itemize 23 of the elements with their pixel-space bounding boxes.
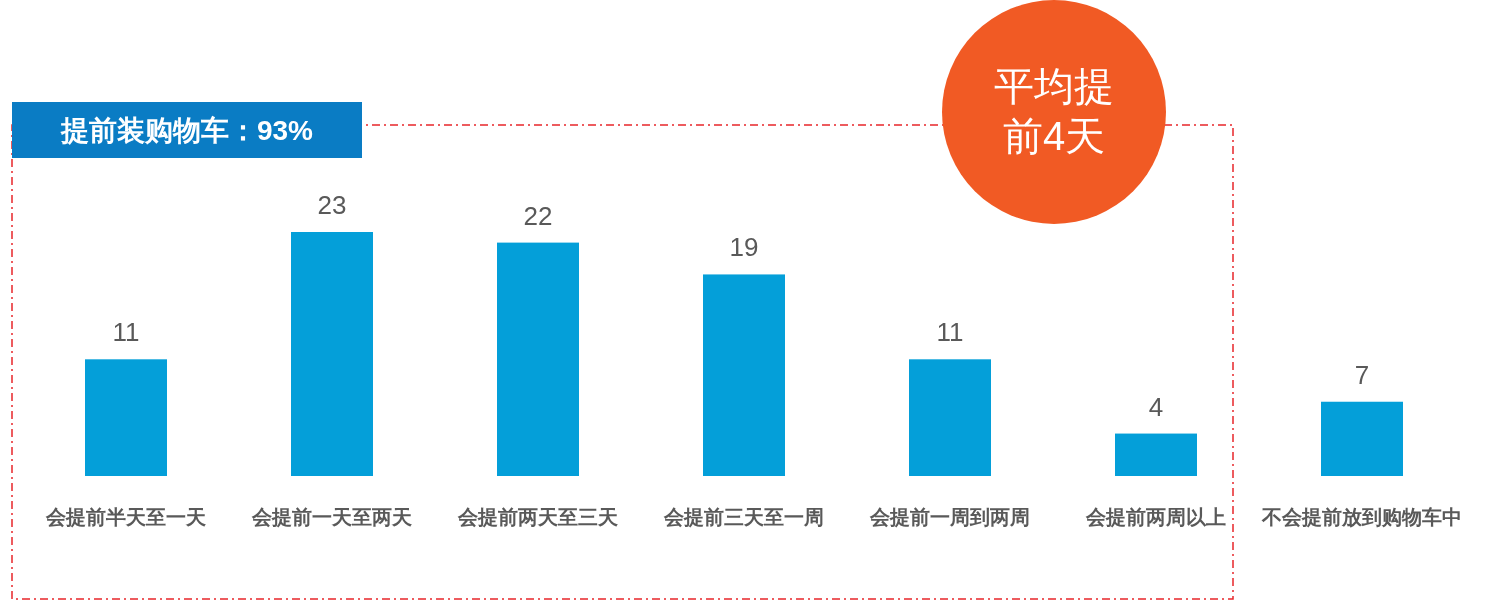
bar (291, 232, 373, 476)
x-tick-label: 会提前一周到两周 (869, 506, 1030, 528)
bar (703, 274, 785, 476)
data-label: 19 (729, 232, 759, 263)
text: 提前装购物车：93% (59, 115, 314, 146)
text: 平均提前4天 (994, 64, 1114, 158)
data-label: 4 (1148, 391, 1164, 422)
x-tick-label: 不会提前放到购物车中 (1261, 506, 1462, 528)
x-tick-label: 会提前两天至三天 (457, 506, 618, 528)
bar (909, 359, 991, 476)
x-tick-label: 会提前半天至一天 (45, 506, 206, 528)
data-label: 11 (936, 317, 964, 348)
x-tick-label: 会提前两周以上 (1085, 506, 1226, 528)
bar (497, 242, 579, 476)
data-label: 7 (1354, 359, 1370, 390)
bar (85, 359, 167, 476)
data-label: 23 (317, 190, 347, 220)
bar (1115, 433, 1197, 476)
data-label: 22 (523, 200, 553, 231)
data-label: 11 (112, 317, 140, 348)
x-tick-label: 会提前一天至两天 (251, 506, 412, 528)
bar (1321, 401, 1403, 476)
x-tick-label: 会提前三天至一周 (663, 506, 824, 528)
